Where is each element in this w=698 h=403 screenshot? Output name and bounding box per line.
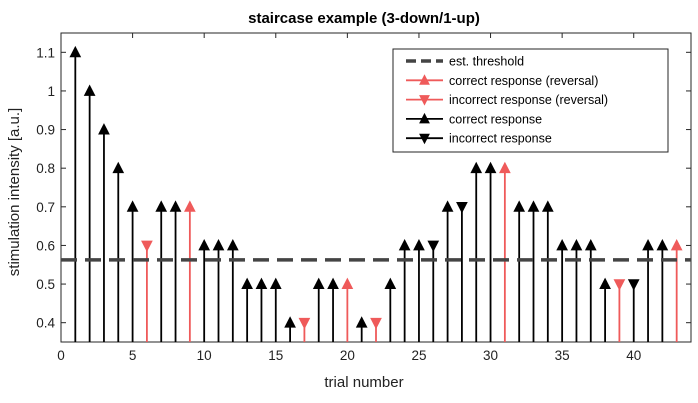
x-tick-label: 15 [268,348,283,363]
incorrect-marker [427,240,440,252]
correct-marker [284,316,296,328]
y-tick-label: 0.5 [36,277,55,292]
correct-marker [226,238,239,251]
legend-label: correct response [449,112,542,126]
correct-marker [642,238,654,251]
legend-label: incorrect response [449,132,552,146]
correct-marker [212,238,225,251]
correct-marker [155,200,168,212]
correct-marker [83,84,96,96]
correct-marker [169,200,182,212]
plot-area: 0 5 10 15 20 25 30 35 40 0.4 0.5 0.6 0.7 0.8 0.9 1 1.1 [36,32,692,363]
correct-marker [470,161,483,174]
correct-marker [413,238,425,251]
correct-reversal-marker [670,238,683,251]
correct-reversal-marker [184,200,196,212]
legend-triangle-up-icon [419,112,430,124]
x-tick-label: 40 [626,348,641,363]
y-tick-label: 0.7 [36,200,55,215]
correct-marker [312,277,325,289]
x-tick-label: 5 [129,348,137,363]
correct-marker [126,200,139,212]
incorrect-reversal-marker [613,279,626,291]
correct-marker [327,277,339,289]
legend-item: incorrect response (reversal) [406,93,608,107]
y-tick-label: 1 [47,84,55,99]
correct-marker [599,277,611,289]
incorrect-reversal-marker [370,317,382,330]
correct-marker [527,200,540,212]
x-tick-label: 10 [197,348,212,363]
y-tick-label: 0.6 [36,238,55,253]
correct-marker [398,238,411,251]
legend-item: correct response (reversal) [406,74,598,88]
legend-triangle-down-icon [419,133,430,145]
y-axis-label: stimulation intensity [a.u.] [6,108,23,276]
correct-marker [541,200,554,212]
correct-marker [69,45,82,58]
y-tick-label: 1.1 [36,45,55,60]
x-tick-label: 35 [555,348,570,363]
chart-title: staircase example (3-down/1-up) [248,10,480,27]
correct-marker [656,238,669,251]
correct-marker [484,161,497,174]
y-tick-label: 0.8 [36,161,55,176]
legend-item: correct response [406,112,542,126]
y-tick-label: 0.4 [36,316,55,331]
legend-label: correct response (reversal) [449,74,598,88]
incorrect-reversal-marker [298,317,311,330]
incorrect-reversal-marker [141,240,153,252]
correct-marker [98,123,110,135]
legend-item: est. threshold [406,55,524,69]
x-tick-label: 25 [411,348,426,363]
x-tick-label: 30 [483,348,498,363]
x-tick-label: 0 [57,348,65,363]
legend-label: est. threshold [449,55,524,69]
correct-marker [355,316,368,328]
incorrect-marker [627,279,640,291]
y-tick-label: 0.9 [36,123,55,138]
x-tick-label: 20 [340,348,355,363]
legend: est. threshold correct response (reversal… [392,48,669,153]
legend-label: incorrect response (reversal) [449,93,608,107]
correct-marker [584,238,597,251]
correct-marker [570,238,583,251]
correct-marker [269,277,282,289]
legend-triangle-down-icon [419,95,430,106]
correct-marker [255,277,268,289]
correct-marker [384,277,397,289]
correct-marker [241,277,253,289]
correct-marker [556,238,568,251]
correct-marker [441,200,454,212]
incorrect-marker [456,201,468,214]
correct-reversal-marker [499,161,511,174]
x-axis-label: trial number [324,374,403,391]
correct-marker [198,238,211,251]
correct-reversal-marker [341,277,354,289]
legend-triangle-up-icon [419,74,430,85]
correct-marker [513,200,526,212]
legend-item: incorrect response [406,132,552,146]
correct-marker [112,161,125,174]
